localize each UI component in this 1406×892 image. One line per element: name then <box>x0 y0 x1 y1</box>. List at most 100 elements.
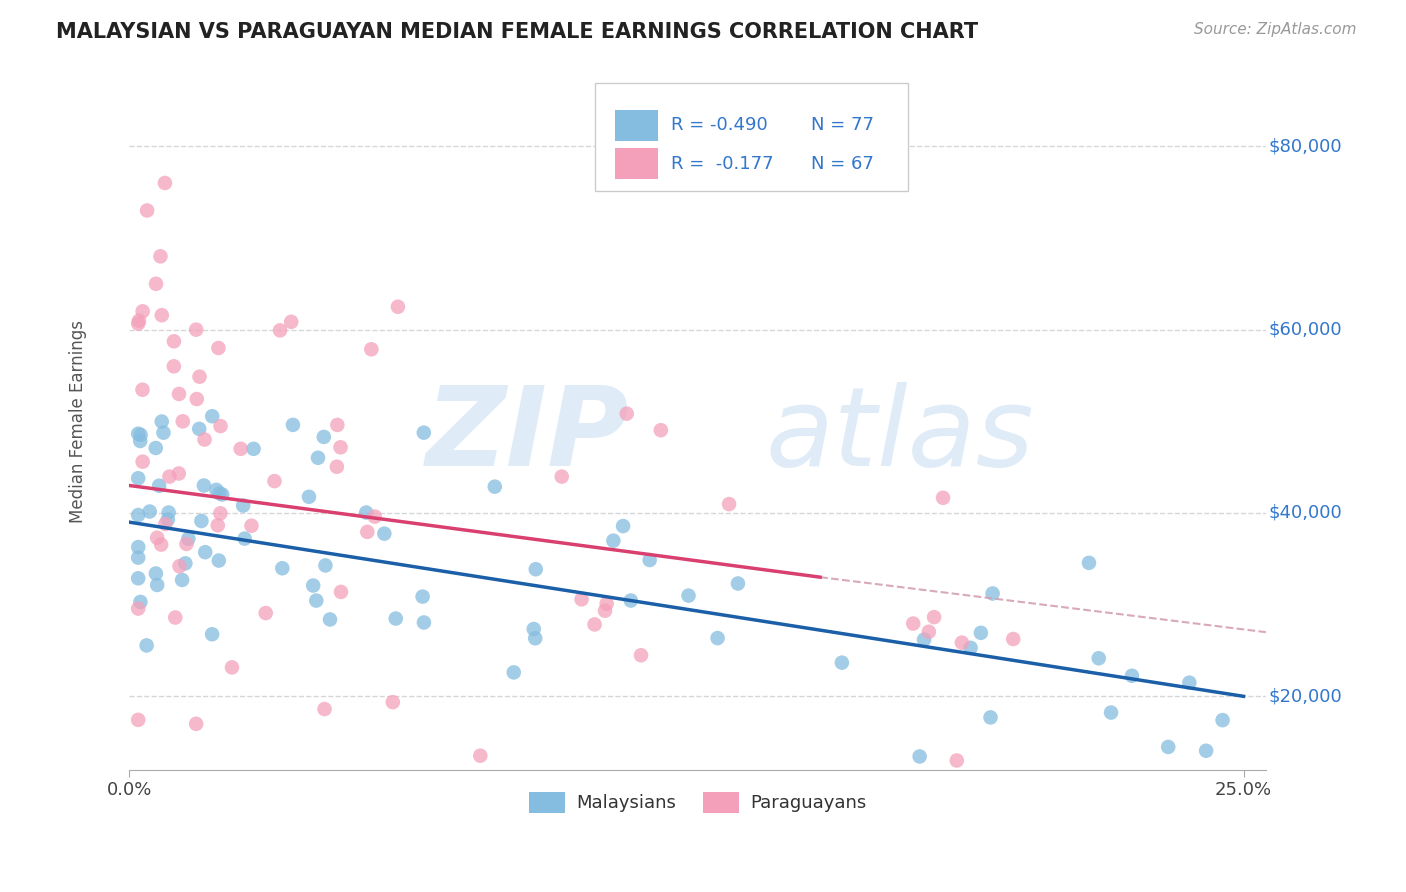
Point <box>959 640 981 655</box>
Point <box>523 622 546 636</box>
Point <box>131 383 153 397</box>
Point <box>177 532 200 546</box>
Point <box>280 315 302 329</box>
Point <box>150 415 173 429</box>
Point <box>221 660 243 674</box>
Point <box>281 417 304 432</box>
Point <box>135 639 157 653</box>
Point <box>174 557 197 571</box>
Point <box>163 334 186 349</box>
Point <box>979 710 1001 724</box>
Point <box>233 532 256 546</box>
Point <box>950 635 973 649</box>
Point <box>638 553 661 567</box>
Point <box>127 317 149 331</box>
Point <box>127 508 149 522</box>
Legend: Malaysians, Paraguayans: Malaysians, Paraguayans <box>522 785 873 820</box>
Point <box>901 616 924 631</box>
Point <box>254 606 277 620</box>
Point <box>169 559 191 574</box>
Point <box>1178 675 1201 690</box>
Point <box>718 497 741 511</box>
Point <box>981 586 1004 600</box>
Point <box>616 407 638 421</box>
Point <box>129 595 152 609</box>
Point <box>127 471 149 485</box>
Point <box>145 566 167 581</box>
Point <box>314 702 336 716</box>
Point <box>329 440 352 454</box>
Point <box>484 480 506 494</box>
Text: N = 77: N = 77 <box>811 116 875 134</box>
Point <box>373 526 395 541</box>
Text: Source: ZipAtlas.com: Source: ZipAtlas.com <box>1194 22 1357 37</box>
Point <box>908 749 931 764</box>
Point <box>129 428 152 442</box>
Point <box>269 323 291 337</box>
Point <box>188 422 211 436</box>
Point <box>524 632 547 646</box>
Point <box>167 387 190 401</box>
Point <box>146 578 169 592</box>
Point <box>240 518 263 533</box>
Point <box>356 524 378 539</box>
Text: MALAYSIAN VS PARAGUAYAN MEDIAN FEMALE EARNINGS CORRELATION CHART: MALAYSIAN VS PARAGUAYAN MEDIAN FEMALE EA… <box>56 22 979 42</box>
Point <box>970 625 993 640</box>
Point <box>381 695 404 709</box>
Point <box>208 486 231 500</box>
Point <box>263 474 285 488</box>
Point <box>145 441 167 455</box>
Point <box>593 604 616 618</box>
Point <box>571 592 593 607</box>
Point <box>229 442 252 456</box>
Point <box>131 455 153 469</box>
Text: N = 67: N = 67 <box>811 154 875 172</box>
Text: $60,000: $60,000 <box>1268 320 1341 339</box>
Text: atlas: atlas <box>766 382 1035 489</box>
Point <box>150 308 173 322</box>
Point <box>602 533 624 548</box>
Point <box>194 545 217 559</box>
Text: $20,000: $20,000 <box>1268 688 1341 706</box>
Point <box>205 483 228 497</box>
Point <box>186 392 208 406</box>
Point <box>922 610 945 624</box>
Point <box>165 610 187 624</box>
Point <box>1078 556 1101 570</box>
Point <box>384 611 406 625</box>
Point <box>207 518 229 533</box>
Point <box>583 617 606 632</box>
Point <box>232 499 254 513</box>
Point <box>329 585 352 599</box>
Point <box>470 748 492 763</box>
Point <box>326 459 349 474</box>
Point <box>172 414 194 428</box>
Point <box>312 430 335 444</box>
Point <box>831 656 853 670</box>
Point <box>502 665 524 680</box>
Point <box>298 490 321 504</box>
Point <box>524 562 547 576</box>
Point <box>1157 739 1180 754</box>
Point <box>706 631 728 645</box>
Point <box>912 632 935 647</box>
Point <box>127 540 149 554</box>
Point <box>172 573 194 587</box>
Point <box>129 434 152 448</box>
Point <box>127 601 149 615</box>
Point <box>918 624 941 639</box>
Point <box>1195 744 1218 758</box>
Point <box>242 442 264 456</box>
Point <box>184 323 207 337</box>
Text: $40,000: $40,000 <box>1268 504 1341 522</box>
Text: R =  -0.177: R = -0.177 <box>672 154 775 172</box>
Point <box>1212 713 1234 727</box>
Point <box>271 561 294 575</box>
Point <box>201 409 224 424</box>
Point <box>211 487 233 501</box>
Text: R = -0.490: R = -0.490 <box>672 116 768 134</box>
Point <box>201 627 224 641</box>
Point <box>156 512 179 526</box>
Text: ZIP: ZIP <box>426 382 630 489</box>
Point <box>727 576 749 591</box>
